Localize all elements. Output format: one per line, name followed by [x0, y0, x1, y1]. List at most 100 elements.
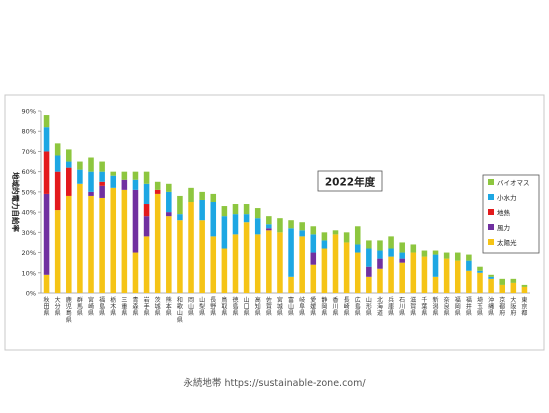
legend-entry: 小水力: [497, 193, 517, 202]
bar-segment: [332, 230, 339, 235]
x-tick-label: 広島県: [355, 296, 361, 317]
bar-segment: [143, 216, 150, 237]
bar-segment: [343, 242, 350, 293]
x-tick-label: 鳥取県: [221, 296, 227, 317]
bar-segment: [188, 202, 194, 293]
bar-segment: [121, 179, 128, 190]
bar-segment: [399, 252, 405, 259]
bar-segment: [521, 286, 528, 293]
bar-segment: [421, 256, 428, 293]
bar-segment: [66, 167, 72, 196]
bar-segment: [221, 248, 228, 293]
bar-segment: [54, 155, 61, 172]
chart-title: 2022年度: [325, 176, 376, 189]
bar-segment: [443, 252, 450, 259]
y-tick-label: 40%: [22, 209, 36, 217]
bar-segment: [432, 254, 439, 277]
x-tick-label: 福岡県: [455, 296, 461, 317]
y-tick-label: 0%: [26, 290, 36, 298]
bar-segment: [43, 115, 50, 128]
chart-title-box: 2022年度: [317, 170, 383, 192]
legend-entry: 地熱: [497, 208, 511, 217]
bar-segment: [143, 236, 150, 293]
bar-segment: [366, 276, 372, 293]
x-tick-label: 富山県: [288, 296, 294, 317]
bar-segment: [132, 189, 139, 253]
x-tick-label: 熊本県: [166, 296, 172, 317]
x-tick-label: 宮城県: [277, 296, 283, 317]
bar-segment: [154, 189, 161, 194]
legend-swatch: [488, 224, 494, 230]
bar-segment: [121, 171, 128, 180]
bar-segment: [432, 276, 439, 293]
y-tick-label: 30%: [22, 229, 36, 237]
bar-segment: [99, 161, 105, 172]
bar-segment: [377, 250, 383, 259]
bar-segment: [288, 220, 294, 229]
x-tick-label: 東京都: [521, 296, 527, 317]
bar-segment: [454, 252, 461, 261]
bar-segment: [177, 195, 183, 215]
bar-segment: [99, 197, 105, 293]
legend-swatch: [488, 179, 494, 185]
y-axis-title: 地域的電力自給率: [11, 172, 21, 232]
bar-segment: [166, 191, 172, 213]
bar-segment: [199, 199, 205, 221]
bar-segment: [54, 210, 61, 293]
bar-segment: [54, 143, 61, 156]
bars: [43, 115, 528, 293]
bar-segment: [132, 252, 139, 293]
bar-segment: [88, 171, 94, 192]
bar-segment: [310, 252, 317, 265]
bar-segment: [421, 250, 428, 257]
bar-segment: [477, 266, 483, 271]
bar-segment: [177, 220, 183, 293]
bar-segment: [166, 212, 172, 217]
x-tick-label: 徳島県: [232, 296, 238, 317]
bar-segment: [388, 256, 394, 293]
bar-segment: [332, 234, 339, 293]
bar-segment: [88, 157, 94, 172]
x-tick-label: 山口県: [244, 296, 250, 317]
bar-segment: [277, 218, 283, 233]
bar-segment: [99, 171, 105, 182]
bar-segment: [321, 232, 328, 241]
x-tick-label: 岩手県: [144, 296, 150, 317]
x-tick-label: 和歌山県: [177, 296, 183, 324]
x-tick-label: 福島県: [99, 296, 105, 317]
bar-segment: [243, 204, 250, 215]
x-tick-label: 岐阜県: [299, 296, 305, 317]
bar-segment: [299, 236, 305, 293]
x-tick-label: 山梨県: [199, 296, 205, 317]
bar-segment: [43, 274, 50, 293]
legend-entry: バイオマス: [497, 179, 530, 187]
bar-segment: [288, 228, 294, 277]
bar-segment: [321, 248, 328, 293]
bar-segment: [488, 278, 494, 293]
bar-segment: [254, 234, 261, 293]
bar-segment: [477, 270, 483, 273]
x-tick-label: 群馬県: [77, 296, 83, 317]
bar-segment: [43, 127, 50, 152]
legend-swatch: [488, 209, 494, 215]
x-tick-label: 岡山県: [188, 297, 194, 317]
bar-segment: [177, 214, 183, 221]
x-tick-label: 香川県: [333, 296, 339, 317]
bar-segment: [388, 248, 394, 257]
y-tick-label: 70%: [22, 148, 36, 156]
bar-segment: [510, 282, 517, 293]
bar-segment: [343, 232, 350, 243]
bar-segment: [210, 236, 217, 293]
bar-segment: [377, 240, 383, 251]
bar-segment: [188, 187, 194, 202]
x-tick-label: 山形県: [366, 296, 372, 317]
bar-segment: [77, 169, 83, 184]
bar-segment: [99, 185, 105, 198]
bar-segment: [410, 252, 417, 293]
chart-frame: [4, 94, 545, 351]
bar-segment: [66, 195, 72, 293]
bar-segment: [366, 248, 372, 267]
x-tick-label: 宮崎県: [88, 296, 94, 317]
